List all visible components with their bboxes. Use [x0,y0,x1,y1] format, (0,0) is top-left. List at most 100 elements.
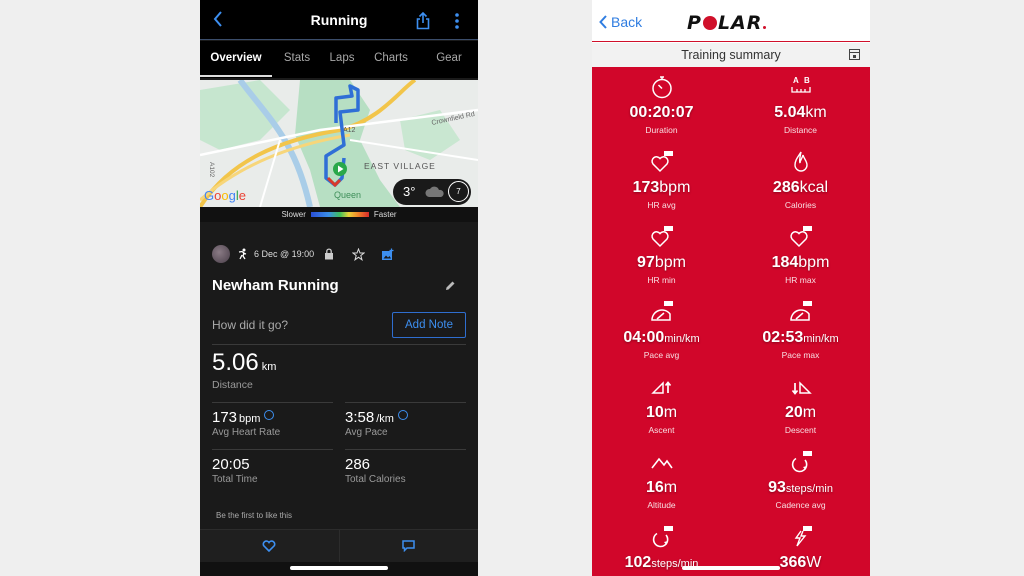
metric-value: 97bpm [592,254,731,272]
metric-pace-avg: 04:00min/km Pace avg [592,292,731,367]
value-number: 20 [784,404,803,421]
metric-altitude: 16m Altitude [592,442,731,517]
metric-hr-min: 97bpm HR min [592,217,731,292]
running-icon [238,248,247,260]
descent-icon [791,381,812,395]
share-icon [416,11,430,30]
heart-avg-icon [651,151,673,173]
ascent-icon [651,381,672,394]
star-icon[interactable] [352,247,366,261]
value-number: 173 [632,179,660,196]
metric-hr-max: 184bpm HR max [731,217,870,292]
share-button[interactable] [416,11,432,30]
avatar[interactable] [212,245,230,263]
lock-icon[interactable] [324,248,334,260]
value-unit: bpm [659,179,691,196]
svg-text:A: A [793,76,799,85]
tab-laps[interactable]: Laps [329,52,355,64]
power-avg-icon [794,526,812,547]
garmin-activity-screen: Running Overview Stats Laps Charts Gear [200,0,478,576]
heart-min-icon [651,226,673,248]
metric-value: 20m [731,404,870,422]
metric-value: 93steps/min [731,479,870,498]
value-number: 5.04 [774,104,806,121]
metric-duration: 00:20:07 Duration [592,67,731,142]
back-button[interactable] [212,10,228,30]
metric-value: 173bpm [592,179,731,197]
value-unit: steps/min [785,483,833,495]
chart-link-icon[interactable] [264,410,275,420]
more-options-button[interactable] [454,12,462,30]
divider [345,402,466,403]
value-number: 16 [645,479,664,496]
tab-gear[interactable]: Gear [436,52,462,64]
activity-name: Newham Running [212,277,339,294]
back-label: Back [611,14,643,30]
social-action-bar [200,529,478,562]
metric-value: 5.04km [731,104,870,122]
svg-text:A102: A102 [208,162,215,178]
add-photo-icon[interactable] [381,248,394,261]
comment-icon [402,540,415,552]
cloud-icon [425,186,444,197]
metric-value: 366W [731,554,870,572]
cadence-max-icon [652,526,673,548]
divider [212,344,466,345]
back-button[interactable]: Back [598,14,642,30]
distance-label: Distance [212,379,253,391]
value-unit: m [663,479,678,496]
chart-link-icon[interactable] [397,410,408,420]
add-note-button[interactable]: Add Note [392,312,466,338]
polar-training-summary-screen: Back P LAR Training summary 00:20:07 Dura… [592,0,870,576]
metric-label: Calories [784,200,817,210]
wind-indicator: 7 [448,181,469,202]
metric-value: 16m [592,479,731,497]
total-calories-value: 286 [345,456,371,473]
metric-label: Ascent [648,425,675,435]
more-vertical-icon [455,13,459,29]
value-unit: kcal [799,179,829,196]
chevron-left-icon [599,15,607,29]
metric-value: 286kcal [731,179,870,197]
tab-overview[interactable]: Overview [200,41,272,78]
pencil-icon [446,281,455,290]
metric-value: 00:20:07 [592,104,731,122]
tab-charts[interactable]: Charts [374,52,408,64]
flame-icon [794,151,808,172]
metric-ascent: 10m Ascent [592,367,731,442]
value-unit: m [802,404,817,421]
avg-hr-label: Avg Heart Rate [212,427,281,438]
calendar-export-button[interactable] [849,49,860,60]
pace-legend: Slower Faster [200,207,478,222]
route-map[interactable]: A12 Crownfield Rd EAST VILLAGE Queen A10… [200,80,478,207]
home-indicator[interactable] [682,566,780,570]
like-button[interactable] [200,530,339,562]
home-indicator[interactable] [290,566,388,570]
tab-stats[interactable]: Stats [283,52,311,64]
metric-value: 02:53min/km [731,329,870,348]
divider [212,449,333,450]
value-number: 286 [772,179,800,196]
gauge-max-icon [790,301,812,321]
metric-hr-avg: 173bpm HR avg [592,142,731,217]
avg-hr-unit: bpm [239,413,261,425]
legend-faster: Faster [373,210,397,219]
metric-value: 184bpm [731,254,870,272]
total-time-value: 20:05 [212,456,250,473]
weather-badge[interactable]: 3° 7 [393,179,471,205]
value-number: 02:53 [762,329,804,346]
metric-power-avg: 366W [731,517,870,576]
metric-value: 04:00min/km [592,329,731,348]
mountain-icon [651,457,673,469]
value-number: 00:20:07 [629,104,694,121]
top-nav-bar: Running [200,0,478,40]
edit-name-button[interactable] [444,279,456,291]
comment-button[interactable] [338,530,479,562]
legend-slower: Slower [281,210,306,219]
metric-label: HR min [647,275,676,285]
activity-meta-row: 6 Dec @ 19:00 [212,244,394,264]
subheader: Training summary [592,43,870,67]
